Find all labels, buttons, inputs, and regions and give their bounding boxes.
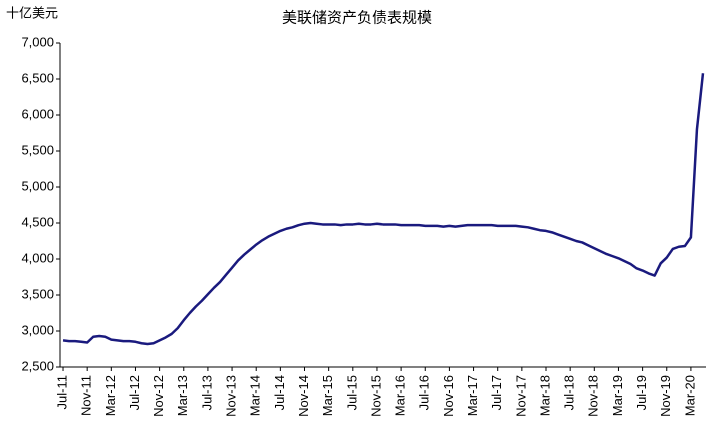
x-tick-label: Mar-15 bbox=[320, 375, 335, 416]
y-tick-label: 3,500 bbox=[21, 286, 54, 301]
x-tick-label: Jul-19 bbox=[634, 375, 649, 410]
x-tick-label: Mar-16 bbox=[393, 375, 408, 416]
x-tick-label: Jul-13 bbox=[199, 375, 214, 410]
x-tick-label: Mar-17 bbox=[465, 375, 480, 416]
x-tick-label: Jul-12 bbox=[127, 375, 142, 410]
y-axis-label: 十亿美元 bbox=[6, 7, 58, 22]
x-tick-label: Mar-13 bbox=[175, 375, 190, 416]
data-line bbox=[62, 73, 705, 346]
x-tick-label: Nov-12 bbox=[151, 375, 166, 417]
x-tick-label: Jul-16 bbox=[417, 375, 432, 410]
y-tick-label: 6,000 bbox=[21, 106, 54, 121]
x-tick-label: Mar-19 bbox=[610, 375, 625, 416]
x-tick-label: Mar-18 bbox=[537, 375, 552, 416]
x-tick-label: Nov-17 bbox=[513, 375, 528, 417]
y-tick-label: 4,500 bbox=[21, 214, 54, 229]
y-tick-label: 5,500 bbox=[21, 142, 54, 157]
y-tick-label: 6,500 bbox=[21, 70, 54, 85]
x-tick-label: Nov-14 bbox=[296, 375, 311, 417]
x-tick-label: Nov-13 bbox=[224, 375, 239, 417]
x-tick-label: Mar-14 bbox=[248, 375, 263, 416]
x-tick-label: Nov-15 bbox=[368, 375, 383, 417]
x-tick-label: Nov-11 bbox=[79, 375, 94, 416]
x-tick-label: Nov-19 bbox=[658, 375, 673, 417]
x-tick-label: Mar-20 bbox=[682, 375, 697, 416]
x-tick-label: Jul-18 bbox=[562, 375, 577, 410]
chart-title: 美联储资产负债表规模 bbox=[282, 9, 432, 27]
x-tick-label: Mar-12 bbox=[103, 375, 118, 416]
y-tick-label: 4,000 bbox=[21, 250, 54, 265]
x-tick-label: Nov-16 bbox=[441, 375, 456, 417]
y-tick-label: 3,000 bbox=[21, 322, 54, 337]
x-tick-label: Jul-14 bbox=[272, 375, 287, 410]
y-tick-label: 2,500 bbox=[21, 358, 54, 373]
y-tick-label: 5,000 bbox=[21, 178, 54, 193]
x-tick-label: Jul-11 bbox=[54, 375, 69, 409]
x-tick-label: Nov-18 bbox=[586, 375, 601, 417]
x-tick-label: Jul-15 bbox=[344, 375, 359, 410]
x-tick-label: Jul-17 bbox=[489, 375, 504, 410]
y-tick-label: 7,000 bbox=[21, 34, 54, 49]
